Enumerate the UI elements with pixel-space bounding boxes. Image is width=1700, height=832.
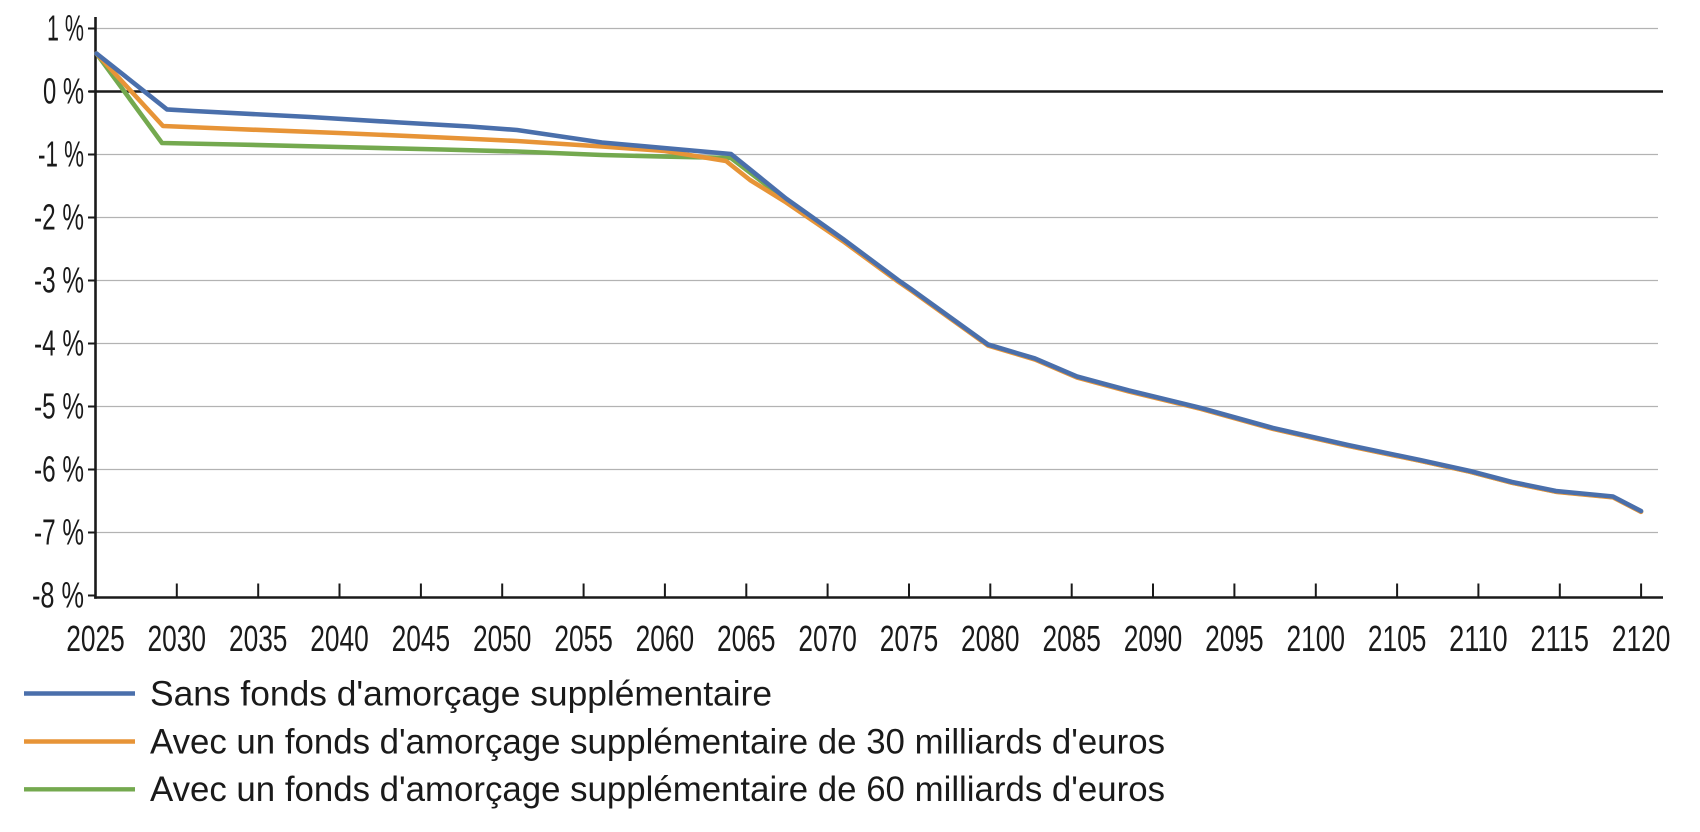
svg-text:-7 %: -7 % [34,511,84,552]
svg-text:2055: 2055 [554,618,613,659]
svg-text:Avec un fonds d'amorçage suppl: Avec un fonds d'amorçage supplémentaire … [150,770,1165,809]
svg-text:-6 %: -6 % [34,448,84,489]
svg-text:2090: 2090 [1124,618,1183,659]
svg-text:2070: 2070 [798,618,857,659]
svg-text:2060: 2060 [636,618,695,659]
svg-text:2045: 2045 [392,618,451,659]
svg-text:-2 %: -2 % [34,196,84,237]
svg-text:-1 %: -1 % [38,133,84,174]
svg-text:2100: 2100 [1287,618,1346,659]
svg-text:2095: 2095 [1205,618,1264,659]
svg-text:-5 %: -5 % [34,385,84,426]
svg-text:2115: 2115 [1531,618,1590,659]
svg-text:2040: 2040 [310,618,369,659]
svg-text:2085: 2085 [1042,618,1101,659]
svg-text:2120: 2120 [1612,618,1671,659]
svg-text:Sans fonds d'amorçage suppléme: Sans fonds d'amorçage supplémentaire [150,675,772,714]
svg-text:1 %: 1 % [47,7,84,48]
svg-text:2080: 2080 [961,618,1020,659]
svg-text:0 %: 0 % [43,70,84,111]
svg-text:-4 %: -4 % [34,322,84,363]
svg-text:2025: 2025 [66,618,125,659]
svg-text:2035: 2035 [229,618,288,659]
svg-text:-8 %: -8 % [32,574,84,615]
svg-text:Avec un fonds d'amorçage suppl: Avec un fonds d'amorçage supplémentaire … [150,722,1165,761]
svg-text:2110: 2110 [1449,618,1508,659]
svg-text:2075: 2075 [880,618,939,659]
svg-text:2030: 2030 [148,618,207,659]
svg-text:-3 %: -3 % [34,259,84,300]
svg-text:2050: 2050 [473,618,532,659]
svg-text:2065: 2065 [717,618,776,659]
svg-text:2105: 2105 [1368,618,1427,659]
